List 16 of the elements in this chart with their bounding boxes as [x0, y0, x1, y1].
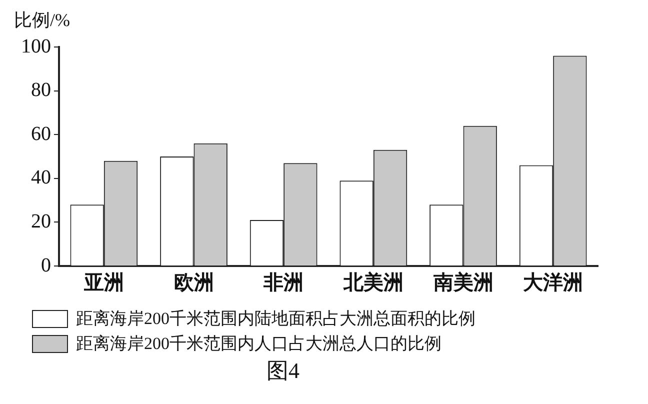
y-axis-title: 比例/% — [13, 9, 71, 32]
y-tick-label: 40 — [31, 166, 51, 189]
y-tick-label: 20 — [31, 210, 51, 232]
caption: 图4 — [266, 357, 300, 385]
y-tick-label: 80 — [31, 79, 51, 102]
y-tick-label: 0 — [41, 254, 51, 276]
x-tick-label: 欧洲 — [174, 272, 214, 294]
text: 距离海岸200千米范围内陆地面积占大洲总面积的比例 — [76, 308, 476, 330]
x-tick-label: 大洋洲 — [523, 272, 584, 294]
x-tick-label: 北美洲 — [342, 271, 404, 294]
x-tick-label: 亚洲 — [82, 272, 124, 294]
legend-label: 距离海岸200千米范围内人口占大洲总人口的比例 — [76, 333, 442, 355]
x-tick-label: 南美洲 — [432, 271, 494, 294]
y-tick-label: 100 — [21, 35, 51, 58]
y-tick-label: 60 — [31, 122, 51, 145]
x-tick-label: 非洲 — [262, 272, 304, 294]
